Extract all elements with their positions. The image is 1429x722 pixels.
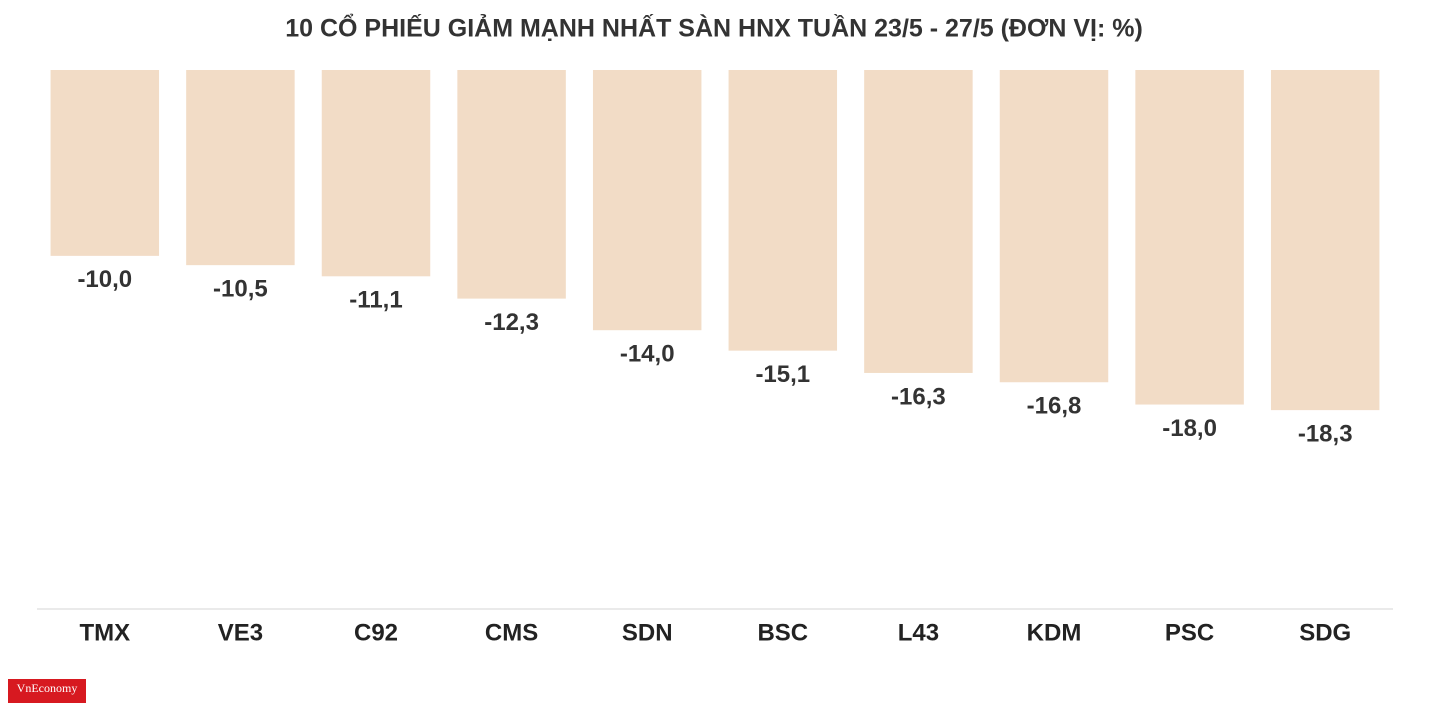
value-label: -11,1 xyxy=(349,287,402,314)
x-tick-label: CMS xyxy=(485,619,538,646)
x-tick-label: C92 xyxy=(354,619,398,646)
value-label: -16,3 xyxy=(891,383,946,410)
value-label: -16,8 xyxy=(1027,393,1082,420)
value-label: -15,1 xyxy=(755,361,810,388)
x-tick-label: TMX xyxy=(79,619,130,646)
value-label: -18,3 xyxy=(1298,420,1353,447)
bar xyxy=(1270,70,1380,411)
bar xyxy=(50,70,160,256)
value-label: -10,0 xyxy=(77,266,132,293)
chart-title: 10 CỔ PHIẾU GIẢM MẠNH NHẤT SÀN HNX TUẦN … xyxy=(285,13,1143,43)
bar xyxy=(864,70,973,373)
x-tick-label: KDM xyxy=(1027,619,1082,646)
value-label: -12,3 xyxy=(484,309,539,336)
x-tick-label: PSC xyxy=(1165,619,1214,646)
bar xyxy=(457,70,566,299)
logo-text: VnEconomy xyxy=(17,681,78,695)
bar xyxy=(321,70,431,277)
x-tick-label: L43 xyxy=(898,619,939,646)
bar xyxy=(592,70,702,331)
logo-box xyxy=(8,679,86,703)
bar xyxy=(728,70,838,351)
bar xyxy=(999,70,1109,383)
value-label: -18,0 xyxy=(1162,415,1217,442)
x-tick-label: SDN xyxy=(622,619,673,646)
bar xyxy=(1135,70,1244,405)
bar xyxy=(186,70,295,266)
x-tick-label: SDG xyxy=(1299,619,1351,646)
x-tick-label: BSC xyxy=(757,619,808,646)
value-label: -10,5 xyxy=(213,275,268,302)
value-label: -14,0 xyxy=(620,341,675,368)
x-tick-label: VE3 xyxy=(218,619,263,646)
